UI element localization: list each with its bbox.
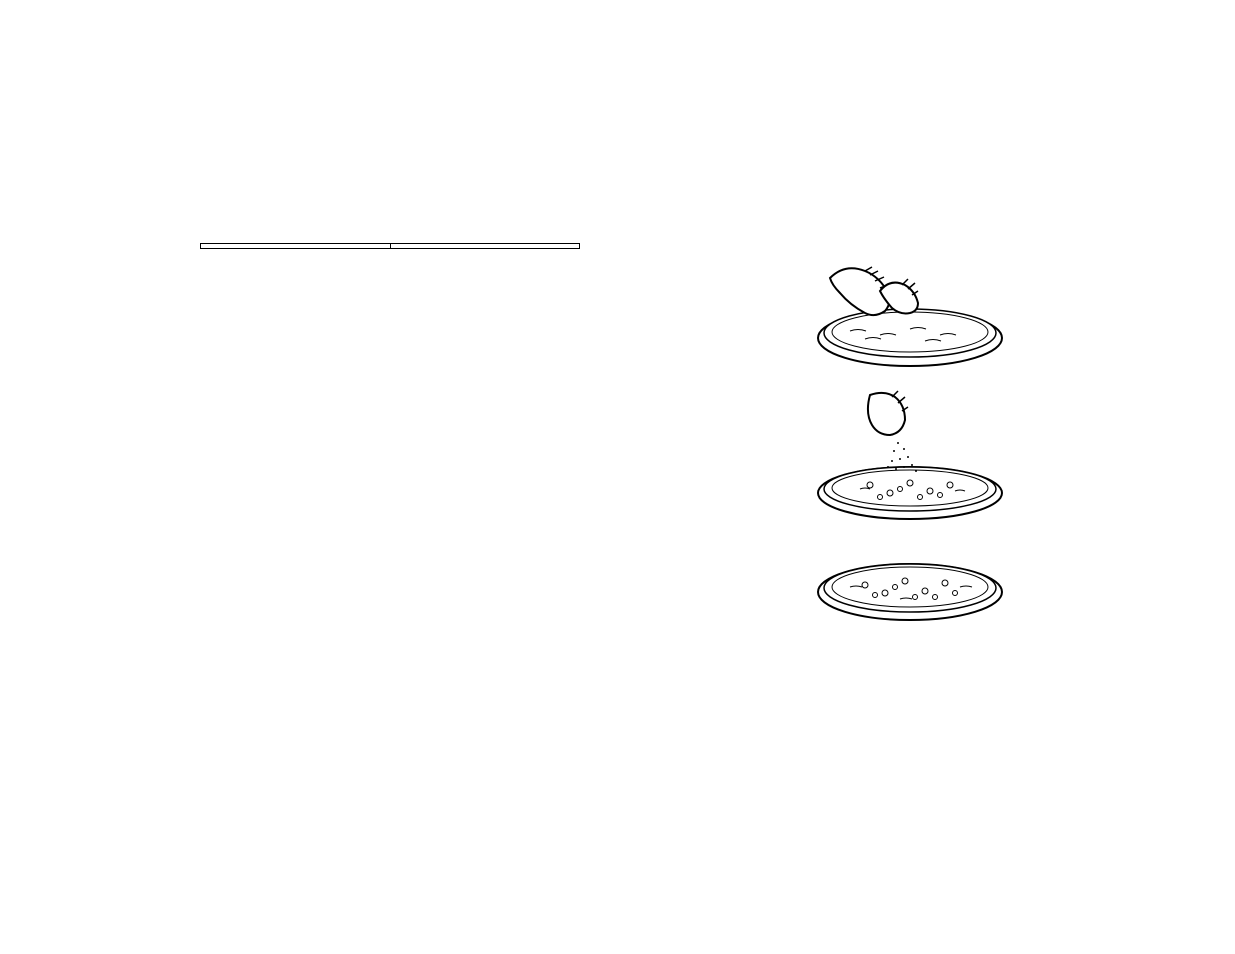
pizza-toppings-sprinkle-icon [810, 385, 1010, 525]
table-header-ingredient [201, 244, 391, 249]
pizza-dough-spread-icon [810, 243, 1010, 373]
pizza-finished-icon [810, 537, 1010, 627]
table-header-quantity [390, 244, 580, 249]
ingredients-table [200, 243, 580, 249]
